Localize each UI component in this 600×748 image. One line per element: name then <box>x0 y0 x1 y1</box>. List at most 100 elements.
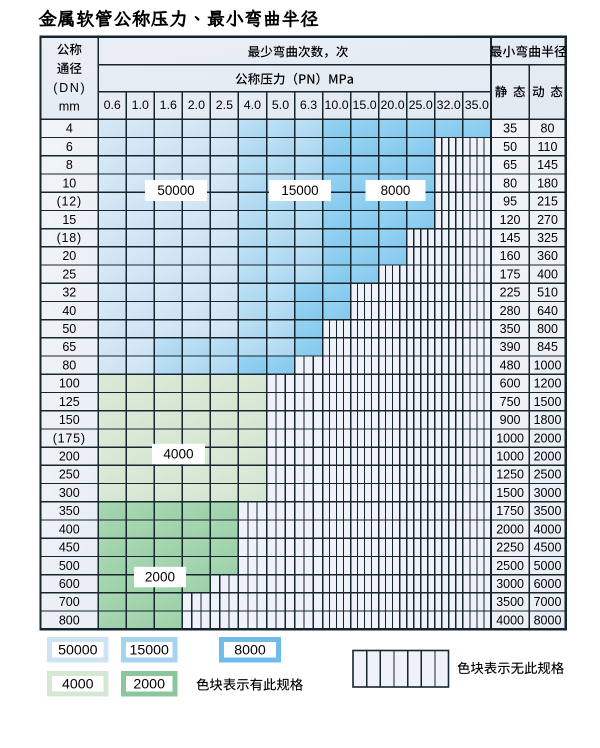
svg-text:25.0: 25.0 <box>409 98 433 112</box>
svg-text:4: 4 <box>66 122 73 136</box>
svg-text:10: 10 <box>62 176 76 190</box>
svg-text:95: 95 <box>503 195 517 209</box>
svg-text:2000: 2000 <box>496 522 524 536</box>
svg-text:110: 110 <box>538 140 558 154</box>
svg-text:8: 8 <box>66 158 73 172</box>
svg-text:50: 50 <box>503 140 517 154</box>
svg-text:15000: 15000 <box>129 643 169 659</box>
svg-text:40: 40 <box>62 304 76 318</box>
svg-text:32: 32 <box>62 286 76 300</box>
svg-text:100: 100 <box>59 377 80 391</box>
svg-text:510: 510 <box>537 286 558 300</box>
svg-text:80: 80 <box>541 122 555 136</box>
svg-text:480: 480 <box>500 358 521 372</box>
svg-text:6.3: 6.3 <box>300 98 317 112</box>
svg-text:1000: 1000 <box>534 358 562 372</box>
svg-text:80: 80 <box>62 358 76 372</box>
svg-text:1200: 1200 <box>534 377 562 391</box>
svg-text:750: 750 <box>500 395 521 409</box>
svg-text:2500: 2500 <box>496 559 524 573</box>
svg-text:2000: 2000 <box>534 450 562 464</box>
svg-text:500: 500 <box>59 559 80 573</box>
svg-text:5.0: 5.0 <box>272 98 289 112</box>
svg-text:400: 400 <box>537 267 558 281</box>
svg-text:250: 250 <box>59 468 80 482</box>
svg-text:4500: 4500 <box>534 541 562 555</box>
svg-text:2.5: 2.5 <box>216 98 233 112</box>
svg-text:350: 350 <box>59 504 80 518</box>
svg-text:0.6: 0.6 <box>104 98 121 112</box>
svg-text:10.0: 10.0 <box>325 98 349 112</box>
svg-text:3500: 3500 <box>534 504 562 518</box>
svg-text:50: 50 <box>62 322 76 336</box>
svg-text:145: 145 <box>537 158 558 172</box>
svg-text:225: 225 <box>500 286 521 300</box>
svg-text:700: 700 <box>59 595 80 609</box>
svg-text:15000: 15000 <box>281 183 318 198</box>
svg-text:150: 150 <box>59 413 80 427</box>
svg-text:2000: 2000 <box>534 431 562 445</box>
svg-text:160: 160 <box>500 249 521 263</box>
svg-text:4.0: 4.0 <box>244 98 261 112</box>
svg-text:8000: 8000 <box>234 643 266 659</box>
svg-text:200: 200 <box>59 450 80 464</box>
svg-text:mm: mm <box>59 100 80 114</box>
svg-text:7000: 7000 <box>534 595 562 609</box>
svg-text:3000: 3000 <box>534 486 562 500</box>
svg-text:325: 325 <box>537 231 558 245</box>
svg-text:4000: 4000 <box>62 677 94 693</box>
svg-text:50000: 50000 <box>157 183 194 198</box>
svg-text:15.0: 15.0 <box>353 98 377 112</box>
svg-text:8000: 8000 <box>534 613 562 627</box>
svg-text:1.6: 1.6 <box>160 98 177 112</box>
svg-text:215: 215 <box>537 195 558 209</box>
svg-text:1.0: 1.0 <box>132 98 149 112</box>
svg-text:350: 350 <box>500 322 521 336</box>
svg-text:(DN): (DN) <box>53 81 86 95</box>
svg-text:2000: 2000 <box>133 677 165 693</box>
svg-text:4000: 4000 <box>496 613 524 627</box>
svg-text:175: 175 <box>500 267 521 281</box>
svg-text:1250: 1250 <box>496 468 524 482</box>
svg-text:6000: 6000 <box>534 577 562 591</box>
svg-text:20: 20 <box>62 249 76 263</box>
svg-text:65: 65 <box>503 158 517 172</box>
svg-text:1750: 1750 <box>496 504 524 518</box>
svg-text:35.0: 35.0 <box>465 98 489 112</box>
svg-text:390: 390 <box>500 340 521 354</box>
svg-text:845: 845 <box>537 340 558 354</box>
svg-text:4000: 4000 <box>534 522 562 536</box>
svg-text:180: 180 <box>537 176 558 190</box>
svg-text:50000: 50000 <box>58 643 98 659</box>
svg-text:5000: 5000 <box>534 559 562 573</box>
svg-text:2500: 2500 <box>534 468 562 482</box>
svg-text:1500: 1500 <box>496 486 524 500</box>
svg-text:1000: 1000 <box>496 431 524 445</box>
svg-text:25: 25 <box>62 267 76 281</box>
svg-text:(175): (175) <box>53 431 86 445</box>
svg-text:(12): (12) <box>57 195 82 209</box>
svg-text:120: 120 <box>500 213 521 227</box>
svg-text:900: 900 <box>500 413 521 427</box>
svg-text:20.0: 20.0 <box>381 98 405 112</box>
svg-text:2.0: 2.0 <box>188 98 205 112</box>
svg-text:1000: 1000 <box>496 450 524 464</box>
svg-text:80: 80 <box>503 176 517 190</box>
svg-text:800: 800 <box>537 322 558 336</box>
svg-text:270: 270 <box>537 213 558 227</box>
svg-text:2250: 2250 <box>496 541 524 555</box>
svg-text:800: 800 <box>59 613 80 627</box>
svg-text:600: 600 <box>59 577 80 591</box>
svg-text:15: 15 <box>62 213 76 227</box>
svg-text:6: 6 <box>66 140 73 154</box>
svg-text:8000: 8000 <box>381 183 411 198</box>
svg-text:125: 125 <box>59 395 80 409</box>
svg-text:600: 600 <box>500 377 521 391</box>
svg-text:2000: 2000 <box>145 570 176 585</box>
svg-text:360: 360 <box>537 249 558 263</box>
svg-text:4000: 4000 <box>163 447 194 462</box>
svg-text:145: 145 <box>500 231 521 245</box>
svg-text:3000: 3000 <box>496 577 524 591</box>
svg-text:65: 65 <box>62 340 76 354</box>
svg-text:3500: 3500 <box>496 595 524 609</box>
